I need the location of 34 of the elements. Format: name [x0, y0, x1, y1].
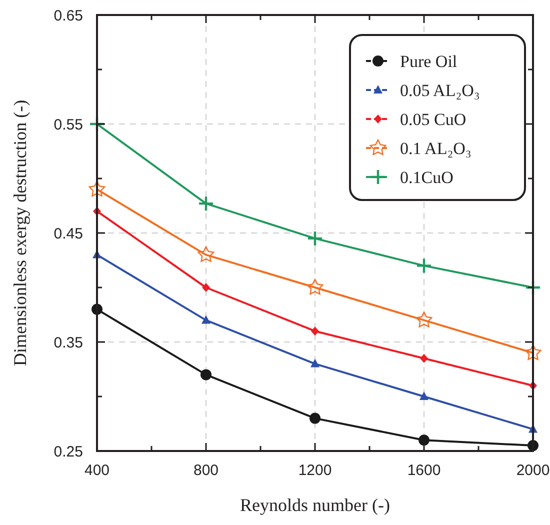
- legend-label: 0.1 AL₂O₃: [400, 138, 472, 158]
- point: [524, 344, 542, 360]
- point: [198, 195, 214, 212]
- point: [311, 326, 319, 336]
- x-tick-label: 1200: [298, 462, 332, 479]
- y-tick-label: 0.65: [54, 7, 83, 24]
- y-tick-label: 0.45: [54, 225, 83, 242]
- x-tick-label: 1600: [407, 462, 441, 479]
- x-tick-label: 2000: [516, 462, 550, 479]
- y-tick-label: 0.25: [54, 443, 83, 460]
- point: [310, 358, 320, 368]
- x-axis-title: Reynolds number (-): [240, 495, 390, 515]
- legend-label: 0.05 CuO: [400, 110, 466, 129]
- point: [420, 354, 428, 363]
- point: [306, 278, 324, 295]
- point: [416, 312, 432, 328]
- point: [418, 434, 430, 446]
- point: [310, 412, 320, 424]
- x-tick-label: 400: [84, 462, 110, 479]
- point: [88, 180, 106, 196]
- point: [416, 258, 432, 274]
- point: [420, 392, 428, 400]
- x-tick-label: 800: [193, 462, 219, 479]
- point: [200, 369, 212, 380]
- legend-label: 0.05 AL₂O₃: [400, 80, 480, 100]
- legend-label: Pure Oil: [400, 52, 458, 71]
- y-tick-label: 0.55: [54, 116, 83, 134]
- y-axis-title: Dimensionless exergy destruction (-): [10, 100, 30, 366]
- point: [202, 283, 210, 292]
- point: [202, 315, 210, 324]
- point: [306, 230, 324, 247]
- y-tick-label: 0.35: [54, 334, 83, 352]
- legend-label: 0.1CuO: [400, 168, 454, 187]
- point: [198, 246, 214, 262]
